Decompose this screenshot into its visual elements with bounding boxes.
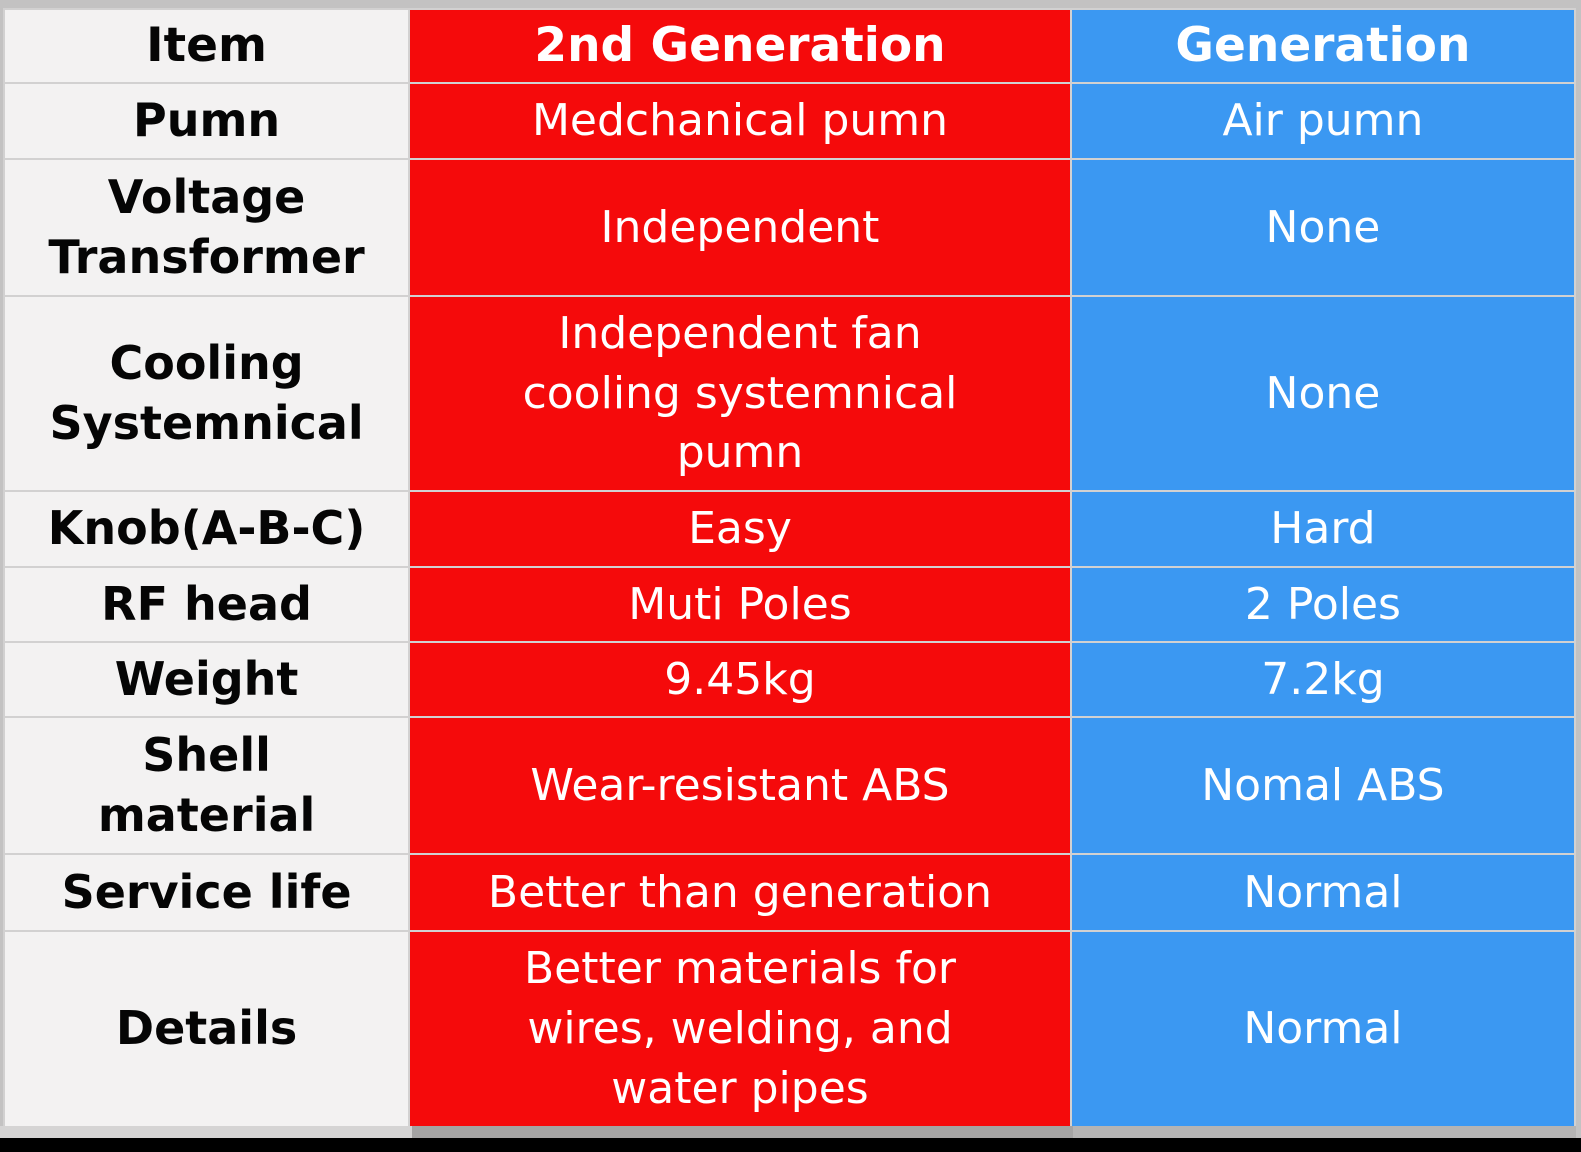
table-row-cooling-system: Cooling Systemnical Independent fan cool… xyxy=(2,295,1577,492)
row-label: Service life xyxy=(2,853,411,932)
gen1-value: Normal xyxy=(1069,853,1577,932)
gen2-value: Independent fan cooling systemnical pumn xyxy=(408,295,1072,492)
table-row-shell-material: Shell material Wear-resistant ABS Nomal … xyxy=(2,716,1577,855)
gen2-value: Better materials for wires, welding, and… xyxy=(408,930,1072,1128)
gen1-value: 2 Poles xyxy=(1069,566,1577,643)
gen2-value: Easy xyxy=(408,490,1072,568)
gen2-value: Better than generation xyxy=(408,853,1072,932)
gen1-value: Normal xyxy=(1069,930,1577,1128)
gen1-value: Hard xyxy=(1069,490,1577,568)
table-drop-shadow xyxy=(0,1126,1581,1138)
table-row-pumn: Pumn Medchanical pumn Air pumn xyxy=(2,82,1577,160)
row-label: RF head xyxy=(2,566,411,643)
row-label: Cooling Systemnical xyxy=(2,295,411,492)
shadow-middle-segment xyxy=(412,1126,1073,1138)
gen2-value: Muti Poles xyxy=(408,566,1072,643)
table-row-weight: Weight 9.45kg 7.2kg xyxy=(2,641,1577,718)
gen1-value: None xyxy=(1069,158,1577,297)
table-row-knob: Knob(A-B-C) Easy Hard xyxy=(2,490,1577,568)
gen2-value: Independent xyxy=(408,158,1072,297)
gen2-value: Medchanical pumn xyxy=(408,82,1072,160)
row-label: Shell material xyxy=(2,716,411,855)
table-header-row: Item 2nd Generation Generation xyxy=(2,8,1577,84)
table-row-rf-head: RF head Muti Poles 2 Poles xyxy=(2,566,1577,643)
shadow-edge-segment xyxy=(1576,1126,1581,1138)
shadow-right-segment xyxy=(1073,1126,1576,1138)
gen1-value: 7.2kg xyxy=(1069,641,1577,718)
table-row-details: Details Better materials for wires, weld… xyxy=(2,930,1577,1128)
row-label: Details xyxy=(2,930,411,1128)
gen2-value: Wear-resistant ABS xyxy=(408,716,1072,855)
gen1-value: Air pumn xyxy=(1069,82,1577,160)
header-cell-2nd-generation: 2nd Generation xyxy=(408,8,1072,84)
comparison-table: Item 2nd Generation Generation Pumn Medc… xyxy=(2,8,1577,1128)
header-cell-item: Item xyxy=(2,8,411,84)
row-label: Weight xyxy=(2,641,411,718)
row-label: Knob(A-B-C) xyxy=(2,490,411,568)
shadow-left-segment xyxy=(0,1126,412,1138)
header-cell-generation: Generation xyxy=(1069,8,1577,84)
letterbox-bottom-bar xyxy=(0,1138,1581,1152)
table-row-service-life: Service life Better than generation Norm… xyxy=(2,853,1577,932)
row-label: Pumn xyxy=(2,82,411,160)
row-label: Voltage Transformer xyxy=(2,158,411,297)
table-row-voltage-transformer: Voltage Transformer Independent None xyxy=(2,158,1577,297)
gen2-value: 9.45kg xyxy=(408,641,1072,718)
gen1-value: Nomal ABS xyxy=(1069,716,1577,855)
gen1-value: None xyxy=(1069,295,1577,492)
